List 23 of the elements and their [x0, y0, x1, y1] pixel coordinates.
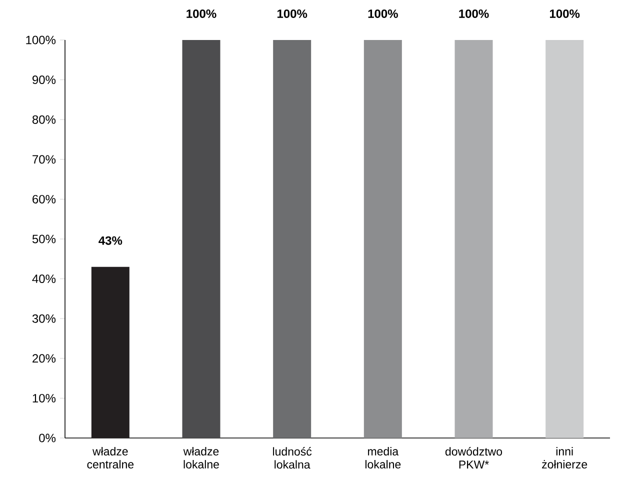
y-tick-label: 10% — [32, 394, 56, 402]
y-tick-label: 70% — [32, 155, 56, 164]
y-tick-label: 30% — [32, 314, 56, 323]
data-label: 100% — [459, 9, 489, 18]
data-label: 43% — [98, 236, 122, 245]
y-tick-label: 40% — [32, 274, 56, 284]
data-label: 100% — [277, 9, 308, 18]
y-tick-label: 90% — [32, 76, 56, 84]
x-tick-label: władze centralne — [87, 447, 134, 468]
y-tick-label: 20% — [32, 354, 56, 363]
x-tick-label: dowództwo PKW* — [445, 447, 502, 468]
y-tick-label: 50% — [32, 234, 56, 244]
x-tick-label: inni żołnierze — [542, 447, 588, 468]
y-tick-label: 0% — [39, 434, 56, 442]
data-label: 100% — [368, 9, 398, 18]
x-tick-label: media lokalne — [365, 447, 401, 468]
data-label: 100% — [186, 9, 216, 18]
y-tick-label: 60% — [32, 194, 56, 204]
y-tick-label: 80% — [32, 115, 56, 124]
x-tick-label: władze lokalne — [183, 447, 219, 468]
data-label: 100% — [550, 9, 580, 18]
x-tick-label: ludność lokalna — [273, 447, 312, 469]
y-tick-label: 100% — [26, 36, 56, 44]
